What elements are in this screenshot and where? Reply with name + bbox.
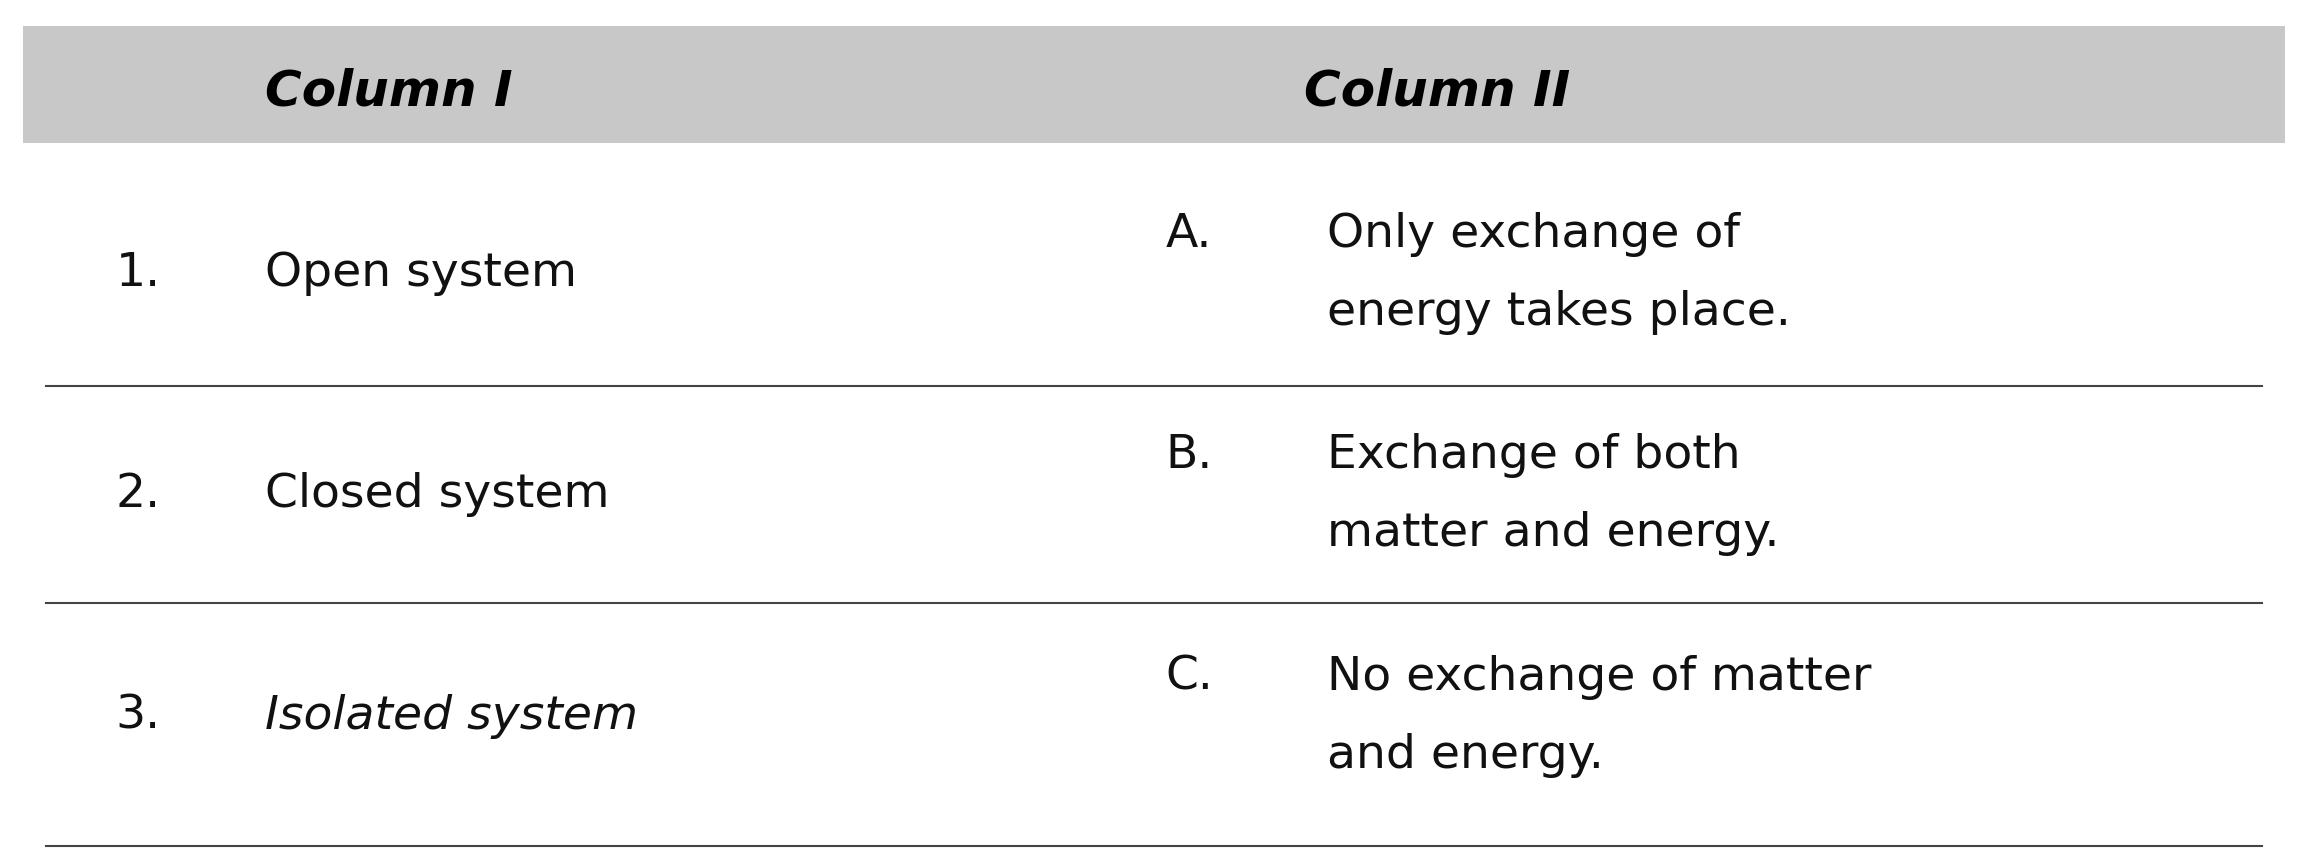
Text: C.: C. (1166, 654, 1214, 700)
Text: Only exchange of: Only exchange of (1327, 212, 1740, 257)
Text: 1.: 1. (115, 251, 162, 296)
Text: and energy.: and energy. (1327, 733, 1604, 778)
Text: Isolated system: Isolated system (265, 694, 639, 739)
Text: 2.: 2. (115, 472, 162, 517)
Text: 3.: 3. (115, 694, 162, 739)
Text: B.: B. (1166, 433, 1214, 478)
Text: Column I: Column I (265, 67, 512, 115)
Text: A.: A. (1166, 212, 1212, 257)
FancyBboxPatch shape (23, 26, 2285, 143)
Text: Exchange of both: Exchange of both (1327, 433, 1740, 478)
Text: energy takes place.: energy takes place. (1327, 290, 1791, 335)
Text: matter and energy.: matter and energy. (1327, 511, 1779, 556)
Text: Closed system: Closed system (265, 472, 609, 517)
Text: Open system: Open system (265, 251, 577, 296)
Text: No exchange of matter: No exchange of matter (1327, 654, 1872, 700)
Text: Column II: Column II (1304, 67, 1569, 115)
